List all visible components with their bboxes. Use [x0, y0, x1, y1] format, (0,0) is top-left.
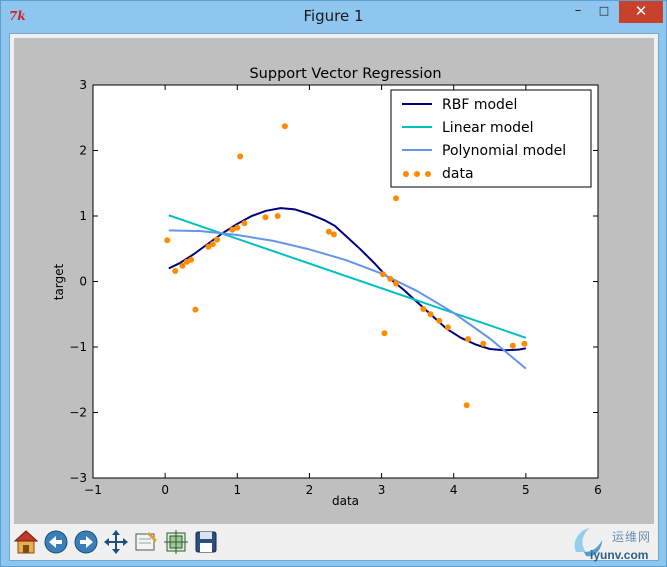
- legend-swatch-dot: [414, 171, 420, 177]
- chart: −1 0 1 2 3 4 5 6 −3 −2 −1 0 1 2 3 Support Vector Regre…: [52, 66, 602, 508]
- chart-title: Support Vector Regression: [249, 66, 441, 82]
- legend: RBF model Linear model Polynomial model dat…: [390, 89, 592, 188]
- subplots-button[interactable]: [162, 528, 190, 556]
- window-title: Figure 1: [303, 7, 364, 25]
- figure-client-area: −1 0 1 2 3 4 5 6 −3 −2 −1 0 1 2 3 Support Vector Regre…: [9, 33, 659, 562]
- y-tick-label: −1: [69, 340, 87, 354]
- data-point: [444, 324, 451, 331]
- series-line-1: [168, 214, 527, 339]
- zoom-button[interactable]: [132, 528, 160, 556]
- data-point: [205, 243, 212, 250]
- home-icon: [13, 530, 39, 554]
- data-point: [164, 237, 171, 244]
- y-tick-label: −3: [69, 471, 87, 485]
- tk-feather-icon: 7k: [9, 9, 26, 23]
- data-point: [436, 317, 443, 324]
- legend-box: [390, 89, 592, 188]
- save-button[interactable]: [192, 528, 220, 556]
- data-point: [521, 340, 528, 347]
- x-tick-label: 2: [306, 483, 314, 497]
- x-tick-label: 1: [233, 483, 241, 497]
- series-line-0: [168, 207, 527, 352]
- data-point: [274, 213, 281, 219]
- series-line-2: [168, 229, 527, 370]
- back-button[interactable]: [42, 528, 70, 556]
- close-button[interactable]: ✕: [619, 1, 663, 23]
- y-tick-label: 0: [79, 275, 87, 289]
- data-point: [209, 241, 216, 248]
- y-tick-label: 2: [79, 144, 87, 158]
- x-tick-label: −1: [84, 483, 102, 497]
- data-point: [281, 123, 288, 130]
- data-point: [229, 226, 236, 233]
- legend-swatch-dot: [425, 171, 431, 177]
- zoom-rectangle-icon: [135, 532, 157, 551]
- data-point: [214, 236, 221, 243]
- x-tick-label: 0: [161, 483, 169, 497]
- data-point: [188, 256, 195, 263]
- data-point: [509, 342, 516, 349]
- x-tick-label: 6: [594, 483, 602, 497]
- data-point: [381, 330, 388, 337]
- arrow-left-icon: [44, 530, 68, 554]
- y-tick-label: 3: [79, 78, 87, 92]
- data-point: [465, 336, 472, 343]
- x-axis-label: data: [332, 494, 359, 508]
- data-point: [262, 214, 269, 221]
- watermark-cn-text: 运维网: [612, 530, 652, 544]
- data-point: [234, 224, 241, 231]
- figure-canvas[interactable]: −1 0 1 2 3 4 5 6 −3 −2 −1 0 1 2 3 Support Vector Regre…: [14, 38, 654, 524]
- data-point: [393, 280, 399, 287]
- legend-label: RBF model: [442, 97, 517, 113]
- watermark-url: iyunv.com: [590, 548, 649, 562]
- forward-button[interactable]: [72, 528, 100, 556]
- pan-button[interactable]: [102, 528, 130, 556]
- data-point: [420, 306, 427, 313]
- navigation-toolbar: [10, 524, 658, 560]
- data-point: [480, 340, 487, 347]
- data-point: [330, 231, 337, 238]
- data-point: [393, 195, 399, 202]
- x-tick-label: 5: [522, 483, 530, 497]
- data-point: [237, 153, 244, 160]
- data-point: [172, 268, 179, 275]
- data-point: [380, 271, 387, 278]
- maximize-button[interactable]: □: [598, 4, 610, 17]
- y-axis-label: target: [52, 263, 66, 300]
- legend-label: Linear model: [442, 120, 534, 136]
- floppy-disk-icon: [195, 531, 217, 553]
- minimize-button[interactable]: –: [574, 3, 582, 18]
- site-watermark: 运维网 iyunv.com: [568, 522, 658, 562]
- data-point: [192, 306, 199, 313]
- legend-swatch-dot: [403, 171, 409, 177]
- title-bar[interactable]: 7k Figure 1 – □ ✕: [1, 1, 666, 33]
- x-tick-label: 3: [378, 483, 386, 497]
- legend-label: data: [442, 166, 474, 182]
- legend-label: Polynomial model: [442, 143, 566, 159]
- data-point: [241, 220, 248, 227]
- arrow-right-icon: [74, 530, 98, 554]
- move-arrows-icon: [104, 530, 128, 554]
- watermark-swirl-icon: [574, 528, 602, 557]
- y-tick-label: 1: [79, 209, 87, 223]
- subplots-config-icon: [164, 530, 188, 554]
- x-tick-label: 4: [450, 483, 458, 497]
- data-point: [325, 228, 332, 235]
- data-point: [463, 402, 470, 409]
- y-tick-label: −2: [69, 406, 87, 420]
- home-button[interactable]: [12, 528, 40, 556]
- data-point: [387, 275, 394, 282]
- data-point: [179, 262, 186, 269]
- data-point: [427, 311, 434, 318]
